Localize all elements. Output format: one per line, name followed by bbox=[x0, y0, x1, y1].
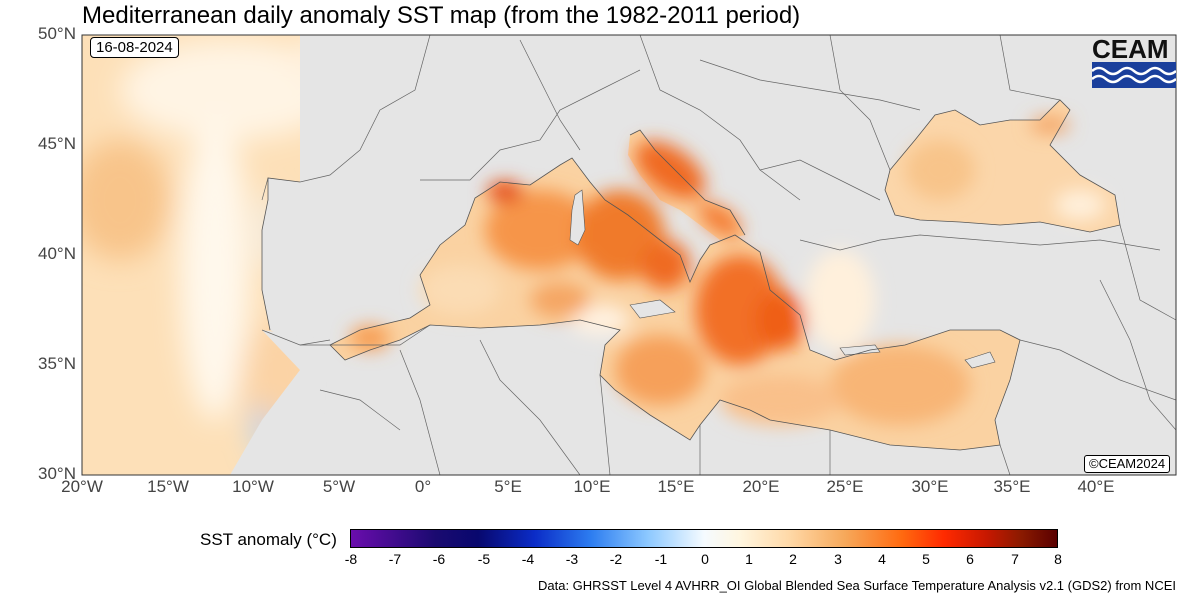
coastlines bbox=[261, 35, 1121, 451]
legend-tick: 2 bbox=[789, 551, 797, 567]
legend-tick: 0 bbox=[701, 551, 709, 567]
lon-tick-5w: 5°W bbox=[322, 477, 356, 496]
cyprus bbox=[964, 351, 996, 369]
legend-tick: 5 bbox=[922, 551, 930, 567]
sicily bbox=[629, 299, 676, 319]
lon-tick-0: 0° bbox=[414, 477, 432, 496]
lon-tick-10e: 10°E bbox=[573, 477, 611, 496]
lon-tick-15w: 15°W bbox=[147, 477, 189, 496]
legend-tick: -2 bbox=[609, 551, 623, 567]
data-source-note: Data: GHRSST Level 4 AVHRR_OI Global Ble… bbox=[537, 578, 1176, 593]
lon-tick-15e: 15°E bbox=[657, 477, 695, 496]
legend-tick: -6 bbox=[432, 551, 446, 567]
country-borders bbox=[261, 35, 1176, 475]
lat-tick-30n: 30°N bbox=[38, 464, 76, 483]
logo-text: CEAM bbox=[1092, 34, 1169, 64]
page-title: Mediterranean daily anomaly SST map (fro… bbox=[82, 2, 801, 29]
ceam-logo: CEAM bbox=[1091, 34, 1177, 93]
legend-tick: 8 bbox=[1054, 551, 1062, 567]
lon-tick-25e: 25°E bbox=[826, 477, 864, 496]
legend-tick: 4 bbox=[878, 551, 886, 567]
lon-tick-10w: 10°W bbox=[232, 477, 274, 496]
date-label: 16-08-2024 bbox=[90, 37, 179, 58]
legend-tick: 1 bbox=[745, 551, 753, 567]
lat-tick-50n: 50°N bbox=[38, 24, 76, 43]
map-frame bbox=[81, 34, 1177, 476]
copyright-label: ©CEAM2024 bbox=[1084, 455, 1171, 473]
lon-tick-35e: 35°E bbox=[993, 477, 1031, 496]
colorbar bbox=[350, 529, 1058, 548]
legend-tick: 3 bbox=[834, 551, 842, 567]
lat-tick-40n: 40°N bbox=[38, 244, 76, 263]
legend-tick: -7 bbox=[388, 551, 402, 567]
lat-tick-45n: 45°N bbox=[38, 134, 76, 153]
corsica-sardinia bbox=[569, 189, 586, 246]
black-sea bbox=[885, 100, 1120, 232]
legend-title: SST anomaly (°C) bbox=[200, 530, 337, 549]
mediterranean-anomaly-field bbox=[350, 140, 970, 425]
lon-tick-30e: 30°E bbox=[911, 477, 949, 496]
legend-tick: 6 bbox=[966, 551, 974, 567]
legend-tick: -1 bbox=[654, 551, 668, 567]
lat-tick-35n: 35°N bbox=[38, 354, 76, 373]
legend-tick: -8 bbox=[344, 551, 358, 567]
legend-tick: -5 bbox=[477, 551, 491, 567]
crete bbox=[839, 344, 881, 356]
waves-icon bbox=[1091, 62, 1177, 88]
lon-tick-20e: 20°E bbox=[742, 477, 780, 496]
legend-tick: 7 bbox=[1011, 551, 1019, 567]
legend-tick: -3 bbox=[565, 551, 579, 567]
lon-tick-20w: 20°W bbox=[61, 477, 103, 496]
legend-tick: -4 bbox=[521, 551, 535, 567]
lon-tick-40e: 40°E bbox=[1077, 477, 1115, 496]
lon-tick-5e: 5°E bbox=[494, 477, 522, 496]
